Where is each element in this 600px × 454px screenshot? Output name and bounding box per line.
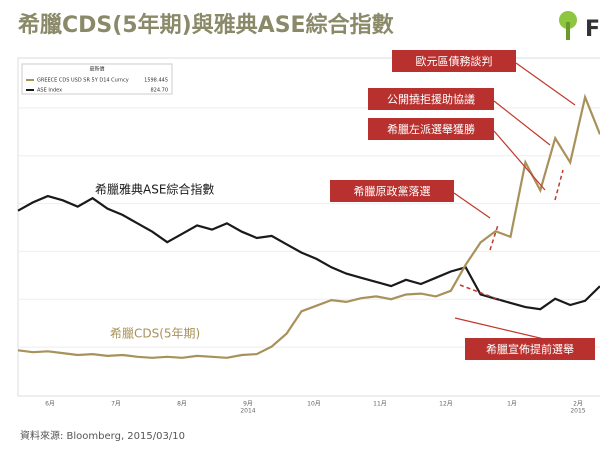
legend-value: 824.70: [151, 88, 169, 94]
series-line: [17, 194, 600, 311]
annotation-arrow: [493, 100, 551, 146]
annotation-label: 希臘原政黨落選: [354, 184, 431, 198]
chart-title: 希臘CDS(5年期)與雅典ASE綜合指數: [18, 12, 394, 38]
annotation-label: 希臘左派選舉獲勝: [387, 122, 475, 136]
annotation-box: [368, 118, 494, 140]
series-label: 希臘雅典ASE綜合指數: [95, 182, 214, 197]
annotation-box: [392, 50, 516, 72]
x-tick-label: 1月: [507, 401, 517, 408]
source: 資料來源: Bloomberg, 2015/03/10: [20, 429, 185, 442]
annotation-label: 歐元區債務談判: [416, 54, 493, 68]
annotation-box: [465, 338, 595, 360]
annotation-arrow: [515, 62, 576, 106]
logo: F: [559, 11, 600, 42]
x-tick-label: 2月: [573, 401, 583, 408]
x-year-label: 2015: [570, 408, 585, 415]
legend-title: 最新價: [89, 66, 104, 73]
legend-label: ASE Index: [37, 88, 62, 94]
x-tick-label: 9月: [243, 401, 253, 408]
series-line: [17, 93, 600, 359]
legend-value: 1598.445: [144, 78, 168, 84]
series-label: 希臘CDS(5年期): [110, 326, 200, 341]
svg-text:F: F: [585, 17, 600, 42]
annotation-arrow: [453, 192, 491, 219]
x-year-label: 2014: [240, 408, 255, 415]
x-tick-label: 10月: [307, 401, 321, 408]
x-tick-label: 8月: [177, 401, 187, 408]
annotation-box: [368, 88, 494, 110]
x-tick-label: 6月: [45, 401, 55, 408]
trend-arrow: [489, 224, 499, 251]
x-tick-label: 11月: [373, 401, 387, 408]
legend-label: GREECE CDS USD SR 5Y D14 Curncy: [37, 78, 129, 84]
trend-arrow: [554, 169, 564, 201]
legend: 最新價: [21, 63, 173, 95]
annotation-arrow: [493, 130, 546, 191]
x-tick-label: 7月: [111, 401, 121, 408]
annotation-label: 公開撓拒援助協議: [387, 92, 475, 106]
annotation-box: [330, 180, 454, 202]
trend-arrow: [459, 284, 501, 301]
annotation-label: 希臘宣佈提前選舉: [486, 342, 574, 356]
x-tick-label: 12月: [439, 401, 453, 408]
